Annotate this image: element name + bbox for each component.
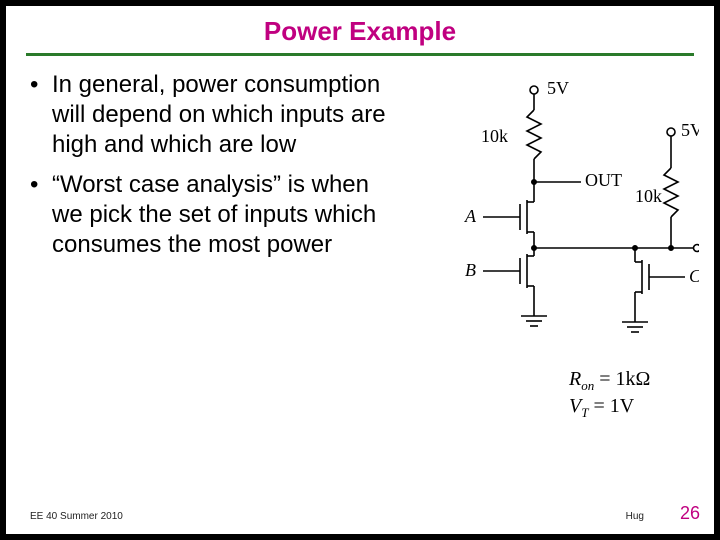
circuit-svg: 5V 10k OUT [399, 70, 699, 430]
label-C: C [689, 266, 699, 286]
svg-text:VT = 1V: VT = 1V [569, 395, 635, 420]
slide: Power Example In general, power consumpt… [6, 6, 714, 534]
bullet-item: In general, power consumption will depen… [30, 70, 399, 160]
footer-course: EE 40 Summer 2010 [30, 511, 123, 522]
footer-author: Hug [626, 511, 644, 522]
circuit-figure: 5V 10k OUT [399, 64, 702, 435]
content-row: In general, power consumption will depen… [6, 64, 714, 435]
footer-page: 26 [680, 503, 700, 524]
label-5v-top: 5V [547, 78, 569, 98]
label-out: OUT [585, 170, 622, 190]
param-ron-sym: R [568, 368, 581, 390]
param-block: Ron = 1kΩ VT = 1V [568, 368, 650, 420]
param-vt-val: = 1V [589, 395, 635, 417]
slide-title: Power Example [6, 16, 714, 53]
label-5v-right: 5V [681, 120, 699, 140]
label-10k-right: 10k [635, 186, 662, 206]
param-ron-val: = 1kΩ [595, 368, 651, 390]
bullet-list: In general, power consumption will depen… [18, 64, 399, 435]
label-A: A [464, 206, 477, 226]
svg-text:Ron = 1kΩ: Ron = 1kΩ [568, 368, 650, 393]
title-rule [26, 53, 694, 56]
footer: EE 40 Summer 2010 Hug 26 [30, 503, 700, 524]
label-10k-left: 10k [481, 126, 508, 146]
label-B: B [465, 260, 476, 280]
title-area: Power Example [6, 6, 714, 56]
bullet-item: “Worst case analysis” is when we pick th… [30, 170, 399, 260]
param-ron-sub: on [582, 378, 595, 393]
